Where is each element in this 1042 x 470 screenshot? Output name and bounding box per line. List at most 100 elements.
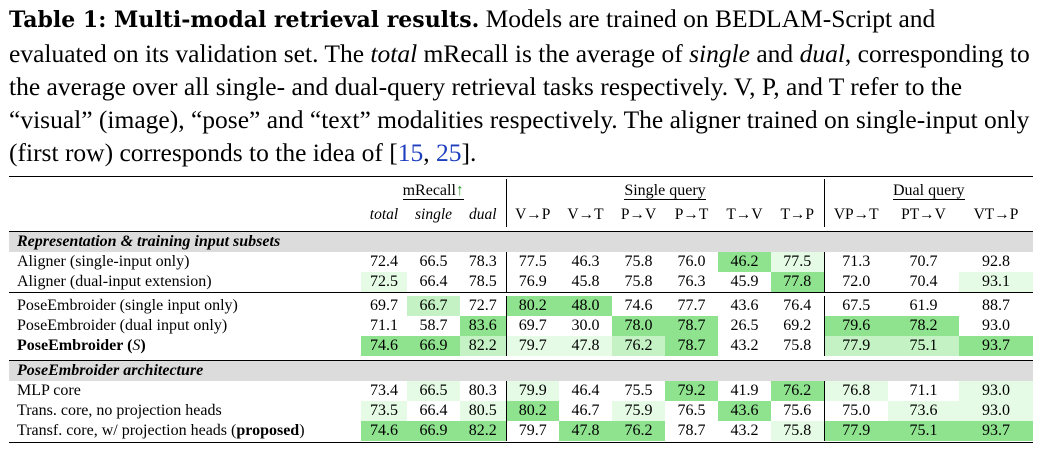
table-cell: 80.5 [460, 401, 506, 421]
table-cell: 71.1 [909, 382, 938, 399]
table-cell: 77.5 [505, 252, 559, 272]
table-cell: 93.7 [959, 421, 1033, 441]
table-cell: 71.3 [823, 252, 888, 272]
table-cell: 72.5 [361, 272, 407, 293]
table-cell: 80.2 [505, 401, 559, 421]
table-cell: 76.5 [677, 402, 706, 419]
table-cell: 80.3 [468, 382, 497, 399]
column-header: P→V [620, 206, 657, 223]
table-cell: 88.7 [982, 297, 1010, 314]
table-cell: 73.5 [361, 401, 407, 421]
table-cell: 77.5 [771, 252, 824, 272]
column-header: single [414, 206, 453, 223]
table-cell: 78.7 [677, 422, 706, 439]
single-query-group-header: Single query [624, 182, 706, 200]
table-cell: 78.0 [612, 316, 665, 336]
table-cell: 75.1 [888, 421, 959, 441]
table-cell: 66.7 [407, 296, 460, 316]
table-cell: 77.9 [823, 421, 888, 441]
column-header: VT→P [973, 206, 1019, 223]
table-row: Transf. core, w/ projection heads (propo… [9, 421, 1033, 441]
table-cell: 75.0 [823, 401, 888, 421]
table-cell: 78.2 [888, 316, 959, 336]
table-cell: 78.7 [665, 316, 718, 336]
table-row: PoseEmbroider (single input only) 69.7 66.… [9, 296, 1033, 316]
column-header: V→P [505, 203, 559, 227]
table-cell: 66.4 [419, 402, 448, 419]
table-cell: 45.8 [571, 273, 600, 290]
table-cell: 61.9 [909, 297, 938, 314]
table-cell: 66.5 [419, 253, 448, 270]
table-cell: 43.6 [718, 401, 771, 421]
column-header: T→P [780, 206, 815, 223]
table-cell: 75.1 [888, 336, 959, 356]
table-cell: 45.9 [730, 273, 759, 290]
table-cell: 73.6 [888, 401, 959, 421]
table-cell: 83.6 [460, 316, 506, 336]
table-cell: 71.1 [370, 317, 398, 334]
table-cell: 69.7 [505, 316, 559, 336]
table-cell: 76.2 [612, 336, 665, 356]
column-header: VP→T [823, 203, 888, 227]
table-cell: 79.2 [665, 381, 718, 401]
results-table: mRecall↑ Single query Dual query total si… [9, 176, 1033, 443]
table-cell: 46.2 [718, 252, 771, 272]
table-cell: 82.2 [460, 336, 506, 356]
table-row: Aligner (dual-input extension) 72.5 66.4 78… [9, 272, 1033, 293]
table-cell: 80.2 [505, 296, 559, 316]
table-cell: 77.8 [771, 272, 824, 293]
row-label: Trans. core, no projection heads [17, 402, 222, 419]
table-cell: 70.4 [909, 273, 938, 290]
table-cell: 79.9 [505, 381, 559, 401]
table-row: Aligner (single-input only) 72.4 66.5 78.3 7… [9, 252, 1033, 272]
table-cell: 43.2 [730, 422, 759, 439]
table-cell: 79.7 [505, 421, 559, 441]
table-cell: 47.8 [559, 336, 612, 356]
table-cell: 78.5 [468, 273, 497, 290]
table-cell: 26.5 [730, 317, 759, 334]
table-row: Trans. core, no projection heads 73.5 66.4… [9, 401, 1033, 421]
table-cell: 74.6 [361, 336, 407, 356]
table-cell: 79.6 [823, 316, 888, 336]
table-cell: 77.9 [823, 336, 888, 356]
table-row: PoseEmbroider (dual input only) 71.1 58.7 8… [9, 316, 1033, 336]
table-cell: 76.0 [677, 253, 706, 270]
section-title: PoseEmbroider architecture [9, 360, 1033, 381]
table-cell: 74.6 [624, 297, 653, 314]
table-cell: 58.7 [419, 317, 448, 334]
column-header: dual [468, 206, 497, 223]
table-cell: 75.9 [612, 401, 665, 421]
table-cell: 72.7 [468, 297, 497, 314]
table-cell: 92.8 [982, 253, 1010, 270]
row-label: Aligner (dual-input extension) [17, 273, 212, 290]
table-cell: 43.6 [730, 297, 759, 314]
table-cell: 76.9 [505, 272, 559, 293]
table-cell: 66.5 [407, 381, 460, 401]
table-cell: 76.2 [612, 421, 665, 441]
table-cell: 93.7 [959, 336, 1033, 356]
table-cell: 76.3 [677, 273, 706, 290]
table-row: PoseEmbroider (S) 74.6 66.9 82.2 79.7 47.8 76.… [9, 336, 1033, 356]
table-cell: 78.3 [468, 253, 497, 270]
table-cell: 46.7 [571, 402, 600, 419]
table-cell: 46.4 [571, 382, 600, 399]
table-cell: 79.7 [505, 336, 559, 356]
table-cell: 66.9 [407, 421, 460, 441]
table-cell: 93.0 [982, 317, 1010, 334]
table-row: MLP core 73.4 66.5 80.3 79.9 46.4 75.5 79.2 41.9… [9, 381, 1033, 401]
table-cell: 93.0 [959, 381, 1033, 401]
table-cell: 73.4 [370, 382, 398, 399]
table-cell: 78.7 [665, 336, 718, 356]
table-cell: 67.5 [823, 296, 888, 316]
column-header: PT→V [901, 206, 946, 223]
table-cell: 77.7 [677, 297, 706, 314]
table-cell: 76.2 [771, 381, 824, 401]
row-label: Transf. core, w/ projection heads (propo… [17, 422, 305, 439]
arrow-up-icon: ↑ [455, 182, 464, 199]
column-header-row: total single dual V→P V→T P→V P→T T→V T→P VP→T PT→… [9, 203, 1033, 227]
table-cell: 75.5 [624, 382, 653, 399]
table-cell: 75.8 [624, 273, 653, 290]
citation-link[interactable]: 25 [436, 138, 462, 167]
citation-link[interactable]: 15 [397, 138, 424, 167]
table-cell: 66.9 [407, 336, 460, 356]
